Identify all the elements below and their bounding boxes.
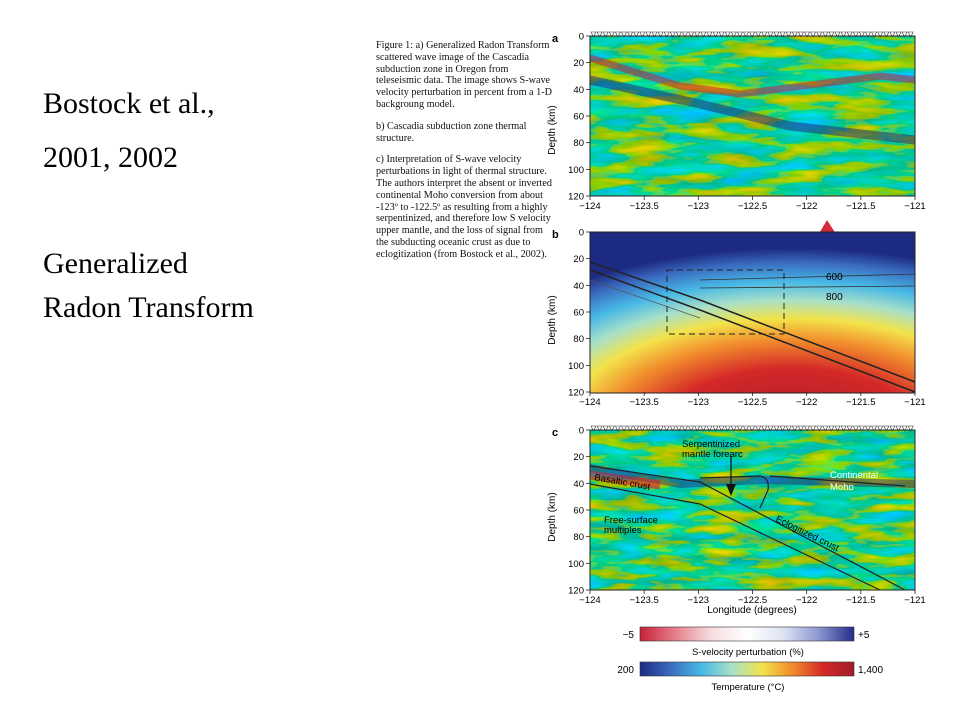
ytick-label: 20 [573, 452, 584, 463]
xtick-label: −122 [796, 397, 817, 408]
label-continental: Continental [830, 470, 878, 481]
xtick-label: −121 [904, 397, 925, 408]
xtick-label: −123.5 [630, 201, 659, 212]
ytick-label: 60 [573, 308, 584, 319]
ytick-label: 60 [573, 506, 584, 517]
contour-800-label: 800 [826, 292, 843, 303]
colorbars: −5 +5 S-velocity perturbation (%) 200 1,… [617, 627, 883, 693]
ytick-label: 100 [568, 559, 584, 570]
ytick-label: 40 [573, 479, 584, 490]
ytick-label: 40 [573, 85, 584, 96]
temperature-colorbar-label: Temperature (°C) [712, 682, 785, 693]
xtick-label: −124 [579, 201, 600, 212]
xtick-label: −122 [796, 595, 817, 606]
ytick-label: 20 [573, 254, 584, 265]
ytick-label: 20 [573, 58, 584, 69]
panel-b-surface-band [590, 232, 915, 246]
panel-b: 600 800 b Depth (km) [547, 229, 915, 393]
velocity-min: −5 [623, 630, 635, 641]
ytick-label: 0 [579, 426, 584, 437]
xtick-label: −121.5 [846, 595, 875, 606]
panel-c-ylabel: Depth (km) [547, 492, 558, 541]
velocity-colorbar [640, 627, 854, 641]
ytick-label: 100 [568, 165, 584, 176]
ytick-label: 80 [573, 532, 584, 543]
xtick-label: −124 [579, 397, 600, 408]
panel-c-xlabel: Longitude (degrees) [707, 605, 797, 616]
temperature-max: 1,400 [858, 665, 883, 676]
panel-b-label: b [552, 229, 559, 241]
ytick-label: 100 [568, 361, 584, 372]
ytick-label: 40 [573, 281, 584, 292]
label-moho: Moho [830, 482, 854, 493]
temperature-colorbar [640, 662, 854, 676]
xtick-label: −122.5 [738, 397, 767, 408]
ytick-label: 80 [573, 334, 584, 345]
label-multiples: multiples [604, 525, 642, 536]
temperature-min: 200 [617, 665, 634, 676]
xtick-label: −121 [904, 201, 925, 212]
panel-b-thermal-image [590, 232, 915, 393]
xtick-label: −122.5 [738, 595, 767, 606]
panel-b-ylabel: Depth (km) [547, 295, 558, 344]
xtick-label: −121 [904, 595, 925, 606]
panel-a-label: a [552, 33, 559, 45]
panel-c: c Depth (km) Serpentinized mantle forear… [547, 427, 915, 616]
ytick-label: 0 [579, 228, 584, 239]
contour-600-label: 600 [826, 272, 843, 283]
xtick-label: −123 [688, 201, 709, 212]
ytick-label: 0 [579, 32, 584, 43]
xtick-label: −122.5 [738, 201, 767, 212]
xtick-label: −122 [796, 201, 817, 212]
panel-a-ylabel: Depth (km) [547, 105, 558, 154]
figure: a Depth (km) 600 800 b Depth (km) c Dept… [0, 0, 960, 720]
xtick-label: −123 [688, 595, 709, 606]
xtick-label: −123.5 [630, 397, 659, 408]
xtick-label: −123.5 [630, 595, 659, 606]
xtick-label: −121.5 [846, 201, 875, 212]
xtick-label: −121.5 [846, 397, 875, 408]
velocity-colorbar-label: S-velocity perturbation (%) [692, 647, 804, 658]
label-mantle-forearc: mantle forearc [682, 449, 743, 460]
panel-c-label: c [552, 427, 558, 439]
xtick-label: −123 [688, 397, 709, 408]
velocity-max: +5 [858, 630, 870, 641]
xtick-label: −124 [579, 595, 600, 606]
ytick-label: 60 [573, 112, 584, 123]
ytick-label: 80 [573, 138, 584, 149]
